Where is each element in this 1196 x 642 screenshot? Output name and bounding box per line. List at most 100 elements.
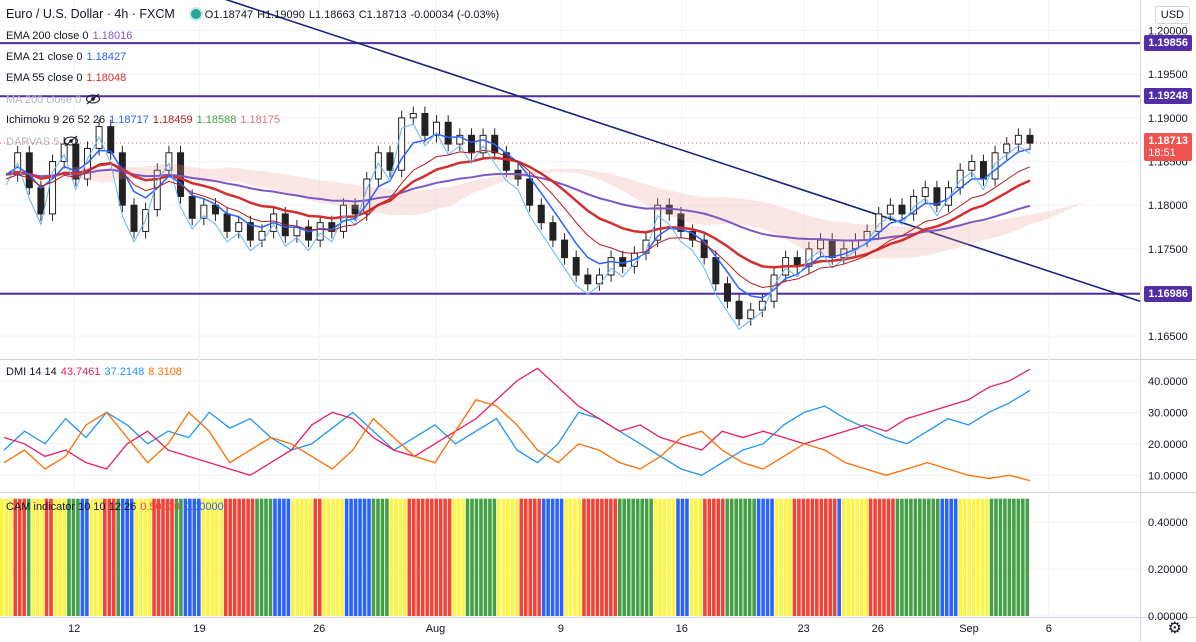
cam-bar <box>895 498 900 616</box>
cam-bar <box>420 498 425 616</box>
cam-bar <box>532 498 537 616</box>
candle-body <box>595 274 603 285</box>
candle-body <box>456 134 464 145</box>
cam-bar <box>859 498 864 616</box>
cam-bar <box>864 498 868 616</box>
cam-bar <box>801 498 806 616</box>
cam-bar <box>618 498 622 616</box>
cam-bar <box>31 498 35 616</box>
cam-bar <box>237 498 241 616</box>
candle-body <box>898 204 906 215</box>
cam-bar <box>501 498 506 616</box>
cam-bar <box>138 498 143 616</box>
cam-bar <box>143 498 147 616</box>
market-status-dot <box>190 9 201 19</box>
cam-bar <box>317 498 322 616</box>
cam-bar <box>331 498 335 616</box>
cam-bar <box>13 498 18 616</box>
candle-body <box>316 222 324 241</box>
indicator-ichimoku[interactable]: Ichimoku 9 26 52 26 1.18717 1.18459 1.18588… <box>6 114 284 127</box>
indicator-value: 1.18048 <box>86 72 127 84</box>
y-tick-label: 20.0000 <box>1148 439 1188 451</box>
cam-bar <box>210 498 215 616</box>
x-tick-label: 9 <box>558 623 564 635</box>
cam-bar <box>944 498 949 616</box>
y-tick-label: 1.20000 <box>1148 26 1188 38</box>
indicator-name: CAM indicator 10 10 12 26 <box>6 501 137 513</box>
cam-bar <box>949 498 953 616</box>
y-tick-label: 1.17500 <box>1148 244 1188 256</box>
cam-bar <box>519 498 524 616</box>
cam-bar <box>470 498 474 616</box>
cam-bar <box>313 498 318 616</box>
cam-bar <box>371 498 376 616</box>
cam-bar <box>891 498 895 616</box>
cam-bar <box>806 498 810 616</box>
indicator-darvas[interactable]: DARVAS 5 <box>6 135 79 149</box>
indicator-ema55[interactable]: EMA 55 close 0 1.18048 <box>6 72 130 85</box>
cam-bar <box>407 498 412 616</box>
cam-bar <box>58 498 62 616</box>
indicator-ma200[interactable]: MA 200 close 0 <box>6 93 101 107</box>
candle-body <box>735 300 743 320</box>
cam-bar <box>268 498 273 616</box>
cam-bar <box>429 498 434 616</box>
cam-bar <box>250 498 255 616</box>
candle-body <box>25 152 33 189</box>
cam-bar <box>935 498 940 616</box>
cam-bar <box>49 498 53 616</box>
cam-bar <box>492 498 497 616</box>
y-tick-label: 0.40000 <box>1148 517 1188 529</box>
cam-bar <box>586 498 591 616</box>
cam-legend[interactable]: CAM indicator 10 10 12 26 0.50000 0.00000 <box>6 501 228 514</box>
indicator-ema21[interactable]: EMA 21 close 0 1.18427 <box>6 51 130 64</box>
candle-body <box>723 283 731 302</box>
candle-body <box>235 222 243 232</box>
cam-bar <box>703 498 707 616</box>
cam-bar <box>403 498 407 616</box>
cam-bar <box>734 498 739 616</box>
candle-body <box>968 161 976 171</box>
cam-bar <box>1007 498 1012 616</box>
cam-bar <box>277 498 282 616</box>
candle-body <box>572 257 580 276</box>
candle-body <box>386 152 394 171</box>
candle-body <box>211 204 219 215</box>
gear-icon[interactable]: ⚙ <box>1167 620 1182 637</box>
eye-off-icon[interactable] <box>63 135 79 147</box>
cam-bar <box>326 498 331 616</box>
cam-bar <box>671 498 676 616</box>
cam-bar <box>609 498 613 616</box>
candle-body <box>246 222 254 241</box>
cam-bar <box>707 498 712 616</box>
cam-bar <box>725 498 730 616</box>
cam-bar <box>147 498 152 616</box>
y-tick-label: 0.00000 <box>1148 611 1188 623</box>
cam-bar <box>165 498 170 616</box>
candle-body <box>467 134 475 154</box>
eye-off-icon[interactable] <box>85 93 101 105</box>
cam-bar <box>76 498 80 616</box>
indicator-ema200[interactable]: EMA 200 close 0 1.18016 <box>6 30 136 43</box>
candle-body <box>200 204 208 219</box>
ichimoku-conversion-value: 1.18717 <box>109 114 149 126</box>
cam-bar <box>304 498 309 616</box>
cam-bar <box>931 498 936 616</box>
candle-body <box>561 239 569 259</box>
candle-body <box>758 300 766 311</box>
cam-bar <box>832 498 837 616</box>
cam-bar <box>980 498 985 616</box>
symbol-title[interactable]: Euro / U.S. Dollar · 4h · FXCM <box>6 7 175 21</box>
cam-bar <box>461 498 465 616</box>
cam-bar <box>44 498 49 616</box>
dmi-series-line <box>3 398 1031 482</box>
cam-bar <box>537 498 541 616</box>
cam-bar <box>474 498 479 616</box>
candle-body <box>409 113 417 119</box>
dmi-legend[interactable]: DMI 14 14 43.7461 37.2148 8.3108 <box>6 366 186 379</box>
candle-body <box>549 222 557 241</box>
currency-button[interactable]: USD <box>1154 6 1190 24</box>
indicator-name: MA 200 close 0 <box>6 94 82 106</box>
cam-bar <box>300 498 304 616</box>
